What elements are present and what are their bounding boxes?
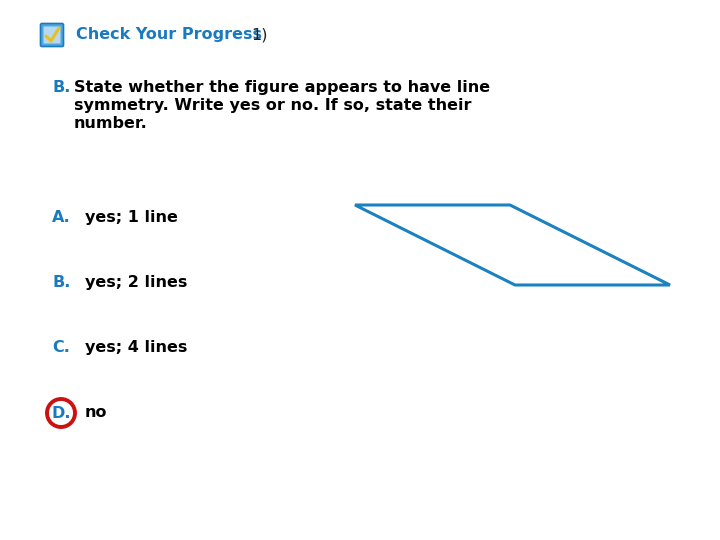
Text: yes; 2 lines: yes; 2 lines [85, 275, 187, 290]
Text: B.: B. [52, 80, 71, 95]
Text: D.: D. [51, 406, 71, 421]
Text: symmetry. Write yes or no. If so, state their: symmetry. Write yes or no. If so, state … [74, 98, 472, 113]
Text: State whether the figure appears to have line: State whether the figure appears to have… [74, 80, 490, 95]
FancyBboxPatch shape [40, 24, 63, 46]
Text: yes; 4 lines: yes; 4 lines [85, 340, 187, 355]
Text: C.: C. [52, 340, 70, 355]
Text: no: no [85, 405, 107, 420]
Text: B.: B. [52, 275, 71, 290]
Text: number.: number. [74, 116, 148, 131]
Text: A.: A. [52, 210, 71, 225]
Text: Check Your Progress: Check Your Progress [76, 28, 262, 43]
Text: yes; 1 line: yes; 1 line [85, 210, 178, 225]
Text: 1): 1) [251, 28, 268, 43]
FancyBboxPatch shape [43, 26, 60, 44]
